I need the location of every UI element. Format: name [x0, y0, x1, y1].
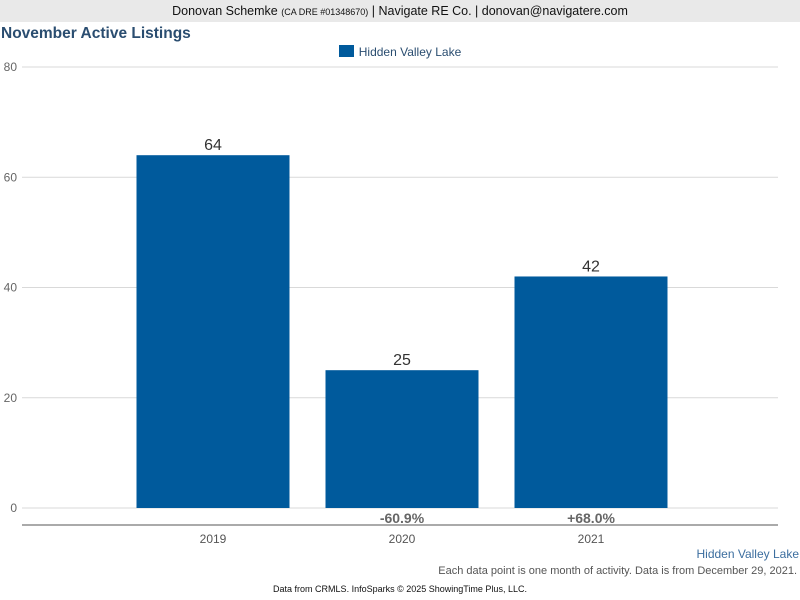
bar[interactable] [514, 276, 668, 508]
change-label: +68.0% [567, 510, 615, 526]
agent-name: Donovan Schemke [172, 4, 278, 18]
chart-title: November Active Listings [1, 25, 191, 42]
legend-swatch [338, 45, 354, 57]
y-tick-label: 20 [4, 391, 18, 405]
y-tick-label: 0 [10, 501, 17, 515]
bar[interactable] [325, 370, 479, 508]
x-tick-label: 2020 [389, 532, 416, 546]
y-tick-label: 80 [4, 60, 18, 74]
data-label: 64 [204, 137, 222, 154]
company-contact: | Navigate RE Co. | donovan@navigatere.c… [371, 4, 628, 18]
series-tag: Hidden Valley Lake [696, 547, 799, 561]
x-tick-label: 2021 [578, 532, 605, 546]
y-tick-label: 40 [4, 281, 18, 295]
data-source: Data from CRMLS. InfoSparks © 2025 Showi… [273, 584, 527, 594]
legend[interactable]: Hidden Valley Lake [0, 45, 800, 59]
bar[interactable] [136, 155, 290, 508]
data-note: Each data point is one month of activity… [438, 565, 797, 577]
legend-label: Hidden Valley Lake [358, 45, 462, 59]
change-label: -60.9% [380, 510, 425, 526]
data-label: 25 [393, 352, 411, 369]
y-tick-label: 60 [4, 170, 18, 184]
header-bar: Donovan Schemke (CA DRE #01348670) | Nav… [0, 0, 800, 22]
data-label: 42 [582, 258, 600, 275]
agent-license: (CA DRE #01348670) [281, 7, 369, 17]
x-tick-label: 2019 [200, 532, 227, 546]
